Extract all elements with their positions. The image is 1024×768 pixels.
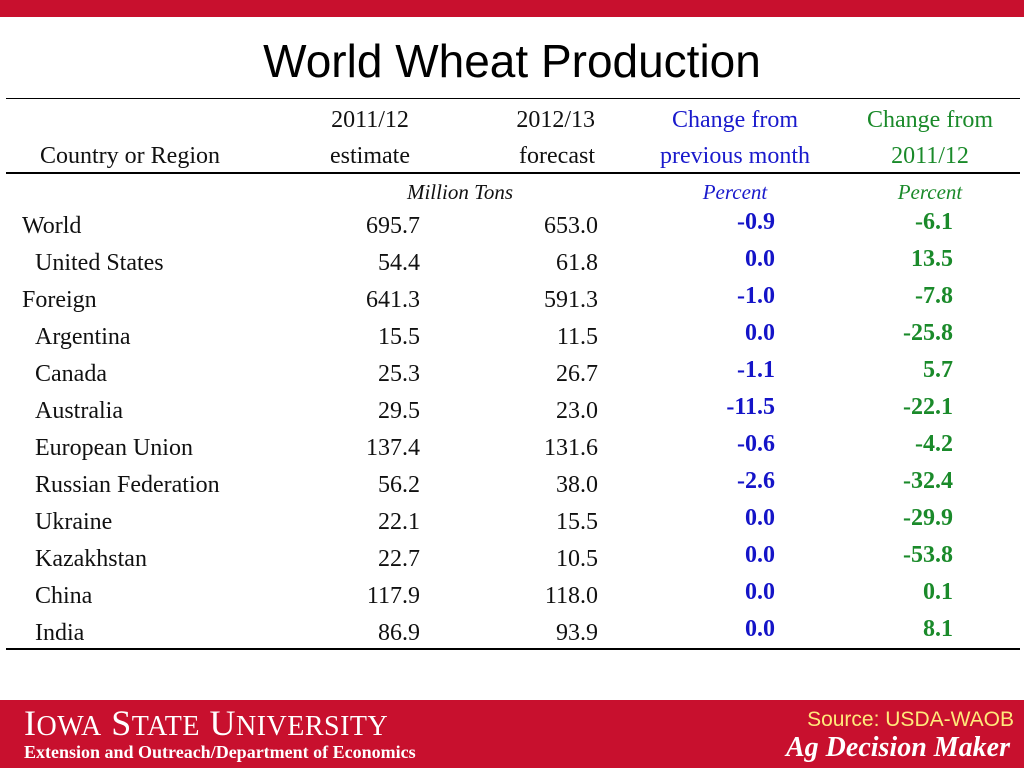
row-estimate: 15.5 <box>378 324 420 350</box>
header-col4-line1: Change from <box>867 107 993 133</box>
row-change-month: -1.0 <box>737 283 775 309</box>
row-name: Russian Federation <box>35 472 220 498</box>
row-forecast: 131.6 <box>544 435 598 461</box>
row-change-month: 0.0 <box>745 320 775 346</box>
row-name: Australia <box>35 398 123 424</box>
row-change-year: -7.8 <box>915 283 953 309</box>
row-estimate: 54.4 <box>378 250 420 276</box>
row-forecast: 118.0 <box>544 583 598 609</box>
header-col3-line1: Change from <box>672 107 798 133</box>
row-name: Ukraine <box>35 509 113 535</box>
top-accent-bar <box>0 0 1024 17</box>
row-change-month: -1.1 <box>737 357 775 383</box>
row-change-year: -29.9 <box>903 505 953 531</box>
row-change-month: -11.5 <box>726 394 775 420</box>
row-name: World <box>22 213 82 239</box>
row-estimate: 641.3 <box>366 287 420 313</box>
header-col4-line2: 2011/12 <box>891 143 969 169</box>
units-percent-month: Percent <box>702 180 768 204</box>
row-estimate: 25.3 <box>378 361 420 387</box>
row-name: India <box>35 620 85 646</box>
row-estimate: 137.4 <box>366 435 420 461</box>
row-estimate: 22.7 <box>378 546 420 572</box>
source-label: Source: USDA-WAOB <box>807 708 1014 731</box>
row-name: China <box>35 583 93 609</box>
row-estimate: 29.5 <box>378 398 420 424</box>
row-forecast: 61.8 <box>556 250 598 276</box>
units-percent-year: Percent <box>897 180 963 204</box>
row-forecast: 10.5 <box>556 546 598 572</box>
brand-label: Ag Decision Maker <box>786 732 1010 763</box>
table-top-rule <box>6 98 1020 99</box>
row-name: European Union <box>35 435 193 461</box>
row-forecast: 653.0 <box>544 213 598 239</box>
university-wordmark: IOWA STATE UNIVERSITY <box>24 703 389 743</box>
row-change-month: -0.9 <box>737 209 775 235</box>
row-change-year: 5.7 <box>923 357 953 383</box>
row-estimate: 695.7 <box>366 213 420 239</box>
row-change-year: 13.5 <box>911 246 953 272</box>
row-name: Canada <box>35 361 107 387</box>
header-col2-line1: 2012/13 <box>516 107 595 133</box>
table-header-rule <box>6 172 1020 174</box>
row-name: United States <box>35 250 164 276</box>
row-forecast: 93.9 <box>556 620 598 646</box>
row-estimate: 22.1 <box>378 509 420 535</box>
extension-label: Extension and Outreach/Department of Eco… <box>24 742 416 762</box>
row-change-month: 0.0 <box>745 542 775 568</box>
row-change-year: 0.1 <box>923 579 953 605</box>
row-forecast: 26.7 <box>556 361 598 387</box>
row-forecast: 11.5 <box>556 324 598 350</box>
row-change-month: 0.0 <box>745 246 775 272</box>
row-name: Foreign <box>22 287 97 313</box>
row-estimate: 86.9 <box>378 620 420 646</box>
header-col1-line1: 2011/12 <box>331 107 409 133</box>
row-forecast: 15.5 <box>556 509 598 535</box>
header-country: Country or Region <box>40 143 220 169</box>
row-name: Argentina <box>35 324 131 350</box>
row-forecast: 591.3 <box>544 287 598 313</box>
row-change-month: 0.0 <box>745 505 775 531</box>
row-change-year: -6.1 <box>915 209 953 235</box>
header-col1-line2: estimate <box>330 143 410 169</box>
row-change-year: -22.1 <box>903 394 953 420</box>
row-estimate: 56.2 <box>378 472 420 498</box>
row-forecast: 38.0 <box>556 472 598 498</box>
row-change-month: 0.0 <box>745 616 775 642</box>
row-change-month: -0.6 <box>737 431 775 457</box>
footer-bar <box>0 700 1024 768</box>
row-change-year: -25.8 <box>903 320 953 346</box>
row-name: Kazakhstan <box>35 546 147 572</box>
row-change-year: -53.8 <box>903 542 953 568</box>
row-estimate: 117.9 <box>366 583 420 609</box>
header-col2-line2: forecast <box>519 143 595 169</box>
row-change-year: 8.1 <box>923 616 953 642</box>
row-forecast: 23.0 <box>556 398 598 424</box>
units-million-tons: Million Tons <box>406 180 513 204</box>
row-change-month: -2.6 <box>737 468 775 494</box>
table-bottom-rule <box>6 648 1020 650</box>
header-col3-line2: previous month <box>660 143 810 169</box>
page-title: World Wheat Production <box>263 35 761 87</box>
row-change-month: 0.0 <box>745 579 775 605</box>
row-change-year: -4.2 <box>915 431 953 457</box>
row-change-year: -32.4 <box>903 468 953 494</box>
